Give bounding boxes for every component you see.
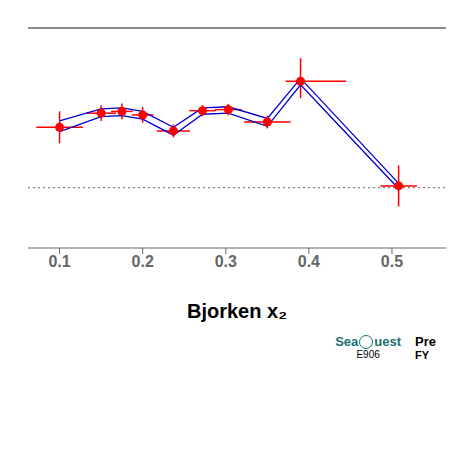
svg-text:0.5: 0.5 [381, 253, 403, 270]
svg-text:0.4: 0.4 [298, 253, 320, 270]
svg-text:0.1: 0.1 [48, 253, 70, 270]
html-text:E906: E906 [356, 349, 380, 360]
svg-text:0.2: 0.2 [132, 253, 154, 270]
svg-text:0.3: 0.3 [215, 253, 237, 270]
html-text:Sea: Sea [335, 334, 359, 349]
svg-text:Bjorken x₂: Bjorken x₂ [187, 300, 287, 322]
html-text:FY: FY [415, 349, 430, 361]
html-text:uest: uest [374, 334, 401, 349]
html-text:Pre: Pre [415, 334, 436, 349]
